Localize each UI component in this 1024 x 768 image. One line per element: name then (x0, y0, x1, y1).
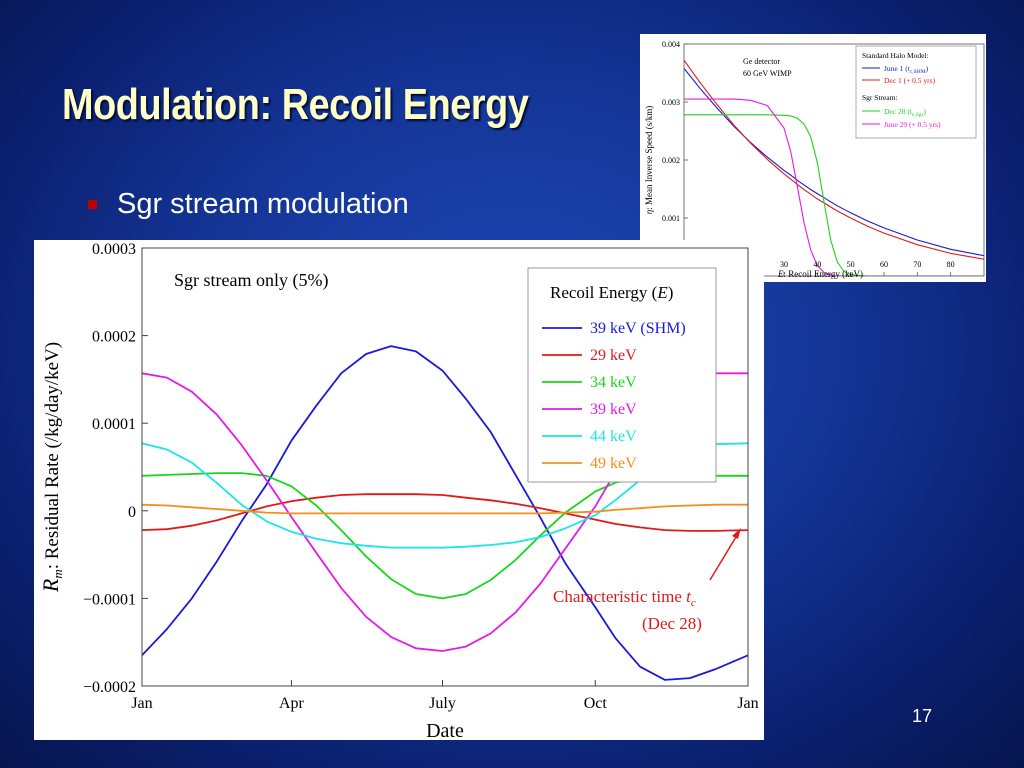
main-x-tick-label: Jan (131, 695, 152, 712)
legend-label-39-kev: 39 keV (590, 401, 637, 418)
inset-x-tick-label: 60 (880, 260, 888, 269)
characteristic-time-callout: Characteristic time tc (Dec 28) (553, 528, 741, 633)
bullet-square-icon (88, 200, 97, 209)
bullet-item: Sgr stream modulation (88, 188, 409, 221)
main-y-tick-label: 0 (128, 504, 136, 521)
callout-text-line1: Characteristic time tc (553, 587, 696, 609)
inset-legend-group-shm: Standard Halo Model: (862, 51, 929, 60)
inset-y-tick-label: 0.003 (662, 98, 680, 107)
main-ylabel-symbol: R (38, 578, 63, 593)
legend-label-44-kev: 44 keV (590, 428, 637, 445)
main-chart: 0.0003 0.0002 0.0001 0 −0.0001 −0.0002 Jan Apr… (34, 240, 764, 742)
callout-arrow-line (709, 531, 740, 581)
main-ylabel-subscript: m (50, 569, 65, 578)
main-y-tick-label: 0.0002 (92, 329, 136, 346)
inset-legend-label-dec1: Dec 1 (+ 0.5 yrs) (884, 76, 936, 85)
main-y-axis-label: Rm: Residual Rate (/kg/day/keV) (38, 342, 65, 593)
main-y-tick-label: −0.0001 (83, 591, 136, 608)
main-legend-box (527, 267, 717, 483)
slide-title: Modulation: Recoil Energy (62, 80, 529, 129)
main-annotation-sgr-only: Sgr stream only (5%) (174, 270, 328, 291)
inset-x-tick-label: 40 (813, 260, 821, 269)
inset-y-axis-label: η: Mean Inverse Speed (s/km) (644, 106, 654, 214)
inset-legend-label-june29: June 29 (+ 0.5 yrs) (884, 120, 941, 129)
main-x-tick-label: July (429, 695, 456, 712)
bullet-text: Sgr stream modulation (117, 188, 409, 220)
series-line-29-kev (142, 493, 748, 532)
main-ylabel-text: : Residual Rate (/kg/day/keV) (42, 342, 63, 569)
legend-label-39-kev-shm: 39 keV (SHM) (590, 320, 686, 337)
inset-series-line-dec-28 (684, 114, 984, 276)
inset-x-axis-label: E: Recoil Energy (keV) (777, 269, 863, 279)
main-legend-title: Recoil Energy (E) (550, 283, 673, 302)
inset-chart-svg: 0.004 0.003 0.002 0.001 30 40 50 60 70 80 η: Mea… (644, 40, 985, 279)
legend-label-29-kev: 29 keV (590, 347, 637, 364)
inset-legend-label-june1: June 1 (tc,SHM) (884, 64, 929, 75)
inset-series-line-june-29 (684, 98, 984, 276)
inset-x-tick-label: 80 (947, 260, 955, 269)
inset-xlabel-text: : Recoil Energy (keV) (784, 269, 864, 279)
legend-label-34-kev: 34 keV (590, 374, 637, 391)
inset-ylabel-symbol: η (644, 209, 654, 214)
main-y-tick-label: −0.0002 (83, 679, 136, 696)
callout-arrowhead-icon (732, 528, 741, 539)
main-legend: Recoil Energy (E) 39 keV (SHM) 29 keV 34 k… (527, 267, 717, 483)
inset-y-tick-label: 0.001 (662, 214, 680, 223)
main-plot-frame (141, 247, 749, 687)
inset-series-line-dec-1 (684, 59, 984, 260)
callout-text-line2: (Dec 28) (642, 614, 702, 633)
inset-x-tick-label: 50 (847, 260, 855, 269)
page-number: 17 (912, 706, 933, 726)
inset-legend: Standard Halo Model: June 1 (tc,SHM) Dec… (855, 45, 977, 139)
inset-ylabel-text: : Mean Inverse Speed (s/km) (644, 106, 654, 210)
inset-legend-group-sgr: Sgr Stream: (862, 93, 898, 102)
series-line-39-kev-shm (142, 345, 748, 681)
main-x-axis-label: Date (426, 720, 464, 740)
inset-x-tick-label: 70 (913, 260, 921, 269)
inset-annotation-detector: Ge detector (743, 57, 780, 66)
inset-y-tick-label: 0.002 (662, 156, 680, 165)
main-y-tick-label: 0.0003 (92, 241, 136, 258)
inset-legend-label-dec28: Dec 28 (tc,Sgr) (884, 107, 926, 118)
main-x-tick-label: Apr (279, 695, 305, 712)
inset-xlabel-symbol: E (777, 269, 784, 279)
inset-legend-box (855, 45, 977, 139)
series-line-49-kev (142, 503, 748, 515)
inset-x-tick-label: 30 (780, 260, 788, 269)
main-y-tick-label: 0.0001 (92, 416, 136, 433)
inset-y-tick-label: 0.004 (662, 40, 680, 49)
inset-annotation-wimp: 60 GeV WIMP (743, 69, 792, 78)
main-x-tick-label: Oct (584, 695, 608, 712)
main-x-tick-label: Jan (737, 695, 758, 712)
legend-label-49-kev: 49 keV (590, 455, 637, 472)
main-chart-svg: 0.0003 0.0002 0.0001 0 −0.0001 −0.0002 Jan Apr… (38, 241, 759, 742)
